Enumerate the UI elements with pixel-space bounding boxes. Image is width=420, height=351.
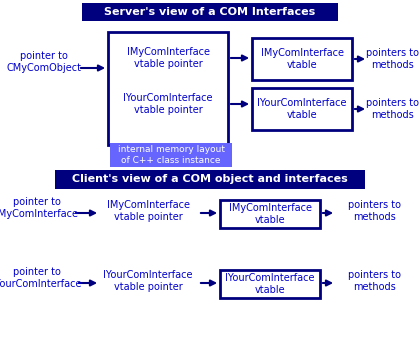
Bar [55, 170, 365, 189]
Text: IYourComInterface
vtable pointer: IYourComInterface vtable pointer [103, 270, 193, 292]
Bar [220, 270, 320, 298]
Bar [108, 32, 228, 145]
Text: Client's view of a COM object and interfaces: Client's view of a COM object and interf… [72, 174, 348, 184]
Bar [252, 38, 352, 80]
Text: IMyComInterface
vtable: IMyComInterface vtable [228, 203, 312, 225]
Text: Server's view of a COM Interfaces: Server's view of a COM Interfaces [105, 7, 315, 17]
Text: pointer to
IMyComInterface: pointer to IMyComInterface [0, 197, 79, 219]
Text: IYourComInterface
vtable: IYourComInterface vtable [257, 98, 347, 120]
Bar [82, 3, 338, 21]
Text: internal memory layout
of C++ class instance: internal memory layout of C++ class inst… [118, 145, 225, 165]
Text: pointer to
CMyComObject: pointer to CMyComObject [6, 51, 81, 73]
Text: IYourComInterface
vtable: IYourComInterface vtable [225, 273, 315, 295]
Text: IMyComInterface
vtable: IMyComInterface vtable [260, 48, 344, 70]
Text: pointers to
methods: pointers to methods [349, 270, 402, 292]
Bar [220, 200, 320, 228]
Text: pointer to
IYourComInterface: pointer to IYourComInterface [0, 267, 82, 289]
Bar [252, 88, 352, 130]
Text: pointers to
methods: pointers to methods [367, 48, 420, 70]
Text: IMyComInterface
vtable pointer: IMyComInterface vtable pointer [126, 47, 210, 69]
Text: IMyComInterface
vtable pointer: IMyComInterface vtable pointer [107, 200, 189, 222]
Text: pointers to
methods: pointers to methods [349, 200, 402, 222]
Text: pointers to
methods: pointers to methods [367, 98, 420, 120]
Bar [110, 143, 232, 167]
Text: IYourComInterface
vtable pointer: IYourComInterface vtable pointer [123, 93, 213, 115]
